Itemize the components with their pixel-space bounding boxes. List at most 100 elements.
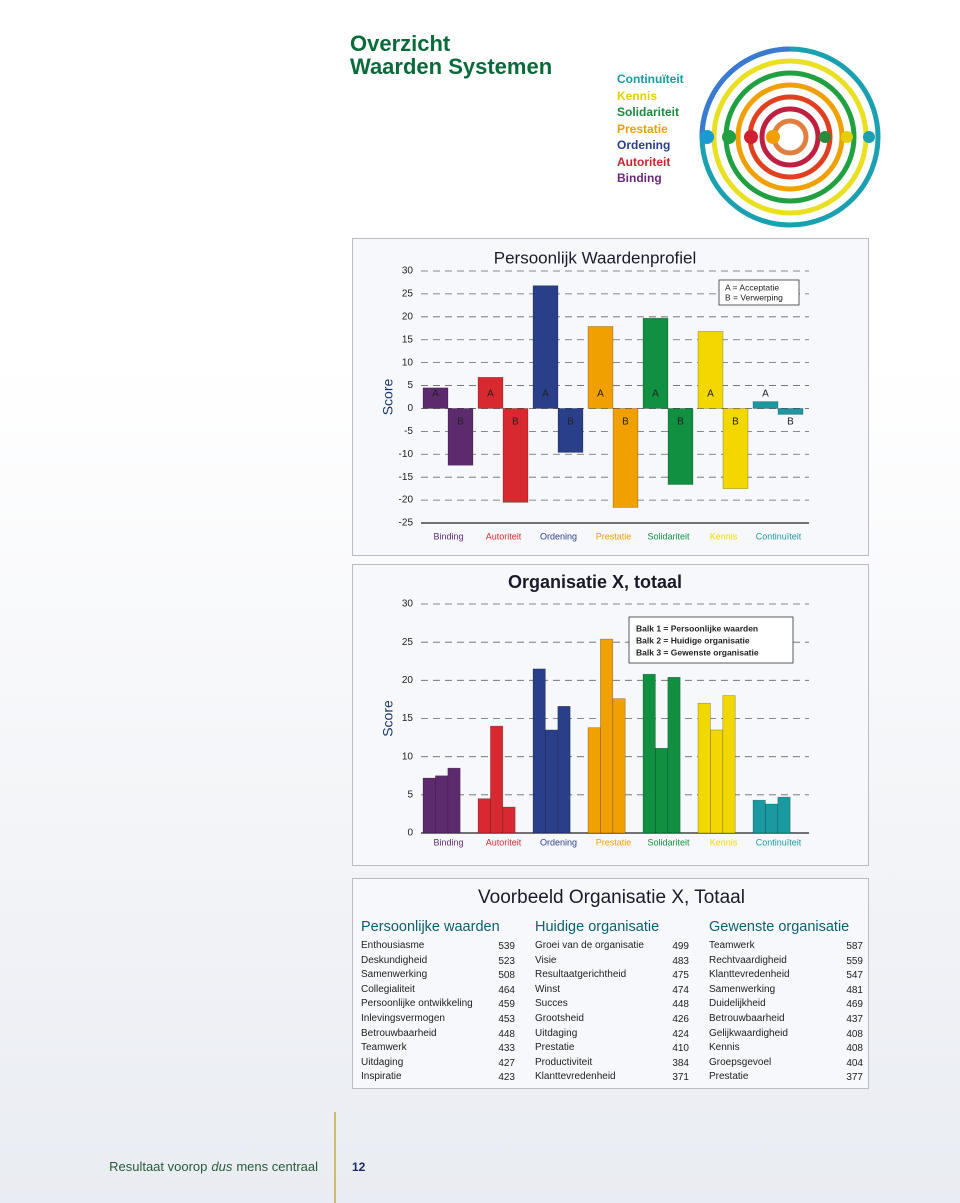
row-value: 469	[846, 999, 863, 1011]
x-tick-label: Continuïteit	[756, 531, 802, 541]
title-line: Waarden Systemen	[350, 54, 553, 79]
y-tick-label: -5	[404, 426, 413, 437]
value-name: Kennis	[617, 88, 658, 103]
table-column: Persoonlijke waarden Enthousiasme 539 Desku…	[361, 919, 521, 1086]
row-value: 377	[846, 1072, 863, 1084]
row-label: Succes	[535, 998, 568, 1010]
bar	[612, 408, 639, 508]
table-row: Gelijkwaardigheid 408	[709, 1028, 869, 1043]
bar	[655, 747, 669, 834]
row-value: 523	[498, 955, 515, 967]
bar	[642, 317, 669, 409]
row-label: Kennis	[709, 1042, 740, 1054]
bar	[642, 673, 656, 834]
table-row: Groepsgevoel 404	[709, 1057, 869, 1072]
row-label: Collegialiteit	[361, 983, 415, 995]
bar	[545, 729, 559, 834]
bar-letter: A	[762, 389, 769, 400]
row-value: 408	[846, 1043, 863, 1055]
bar	[490, 725, 504, 834]
bar-letter: A	[597, 389, 604, 400]
row-label: Productiviteit	[535, 1056, 593, 1068]
row-value: 427	[498, 1057, 515, 1069]
legend-entry: B = Verwerping	[725, 292, 783, 302]
bar	[765, 803, 779, 834]
row-label: Uitdaging	[361, 1056, 404, 1068]
x-tick-label: Autoriteit	[486, 531, 522, 541]
bar-letter: A	[652, 389, 659, 400]
legend-box	[718, 279, 800, 306]
bar-letter: A	[707, 389, 714, 400]
row-value: 448	[498, 1028, 515, 1040]
bar	[722, 408, 749, 489]
row-label: Deskundigheid	[361, 954, 428, 966]
row-value: 559	[846, 955, 863, 967]
bar	[502, 408, 529, 503]
y-tick-label: 25	[402, 289, 414, 300]
table-row: Winst 474	[535, 984, 695, 999]
row-value: 474	[672, 984, 689, 996]
table-row: Inspiratie 423	[361, 1071, 521, 1086]
row-label: Prestatie	[709, 1071, 749, 1083]
table-row: Prestatie 410	[535, 1042, 695, 1057]
x-tick-label: Kennis	[710, 837, 738, 847]
row-label: Klanttevredenheid	[535, 1071, 616, 1083]
bar	[532, 668, 546, 834]
table-row: Prestatie 377	[709, 1071, 869, 1086]
table-row: Betrouwbaarheid 437	[709, 1013, 869, 1028]
row-label: Inspiratie	[361, 1071, 402, 1083]
row-value: 459	[498, 999, 515, 1011]
table-row: Duidelijkheid 469	[709, 998, 869, 1013]
table-column: Huidige organisatie Groei van de organisa…	[535, 919, 695, 1086]
row-label: Prestatie	[535, 1042, 575, 1054]
x-tick-label: Prestatie	[596, 531, 632, 541]
x-tick-label: Continuïteit	[756, 837, 802, 847]
row-value: 587	[846, 941, 863, 952]
table-row: Samenwerking 508	[361, 969, 521, 984]
table-row: Rechtvaardigheid 559	[709, 955, 869, 970]
row-label: Grootsheid	[535, 1012, 584, 1024]
x-tick-label: Autoriteit	[486, 837, 522, 847]
bar	[447, 408, 474, 466]
x-tick-label: Kennis	[710, 531, 738, 541]
chart-title: Persoonlijk Waardenprofiel	[494, 248, 697, 267]
row-label: Betrouwbaarheid	[361, 1027, 437, 1039]
row-value: 464	[498, 984, 515, 996]
bar	[752, 799, 766, 834]
bar	[502, 806, 516, 834]
page-number: 12	[352, 1160, 366, 1174]
bar	[587, 727, 601, 834]
x-tick-label: Binding	[433, 837, 463, 847]
y-tick-label: 15	[402, 713, 414, 724]
y-axis-label: Score	[380, 379, 396, 416]
row-label: Persoonlijke ontwikkeling	[361, 998, 473, 1010]
table-row: Grootsheid 426	[535, 1013, 695, 1028]
y-tick-label: -10	[399, 449, 414, 460]
table-row: Klanttevredenheid 371	[535, 1071, 695, 1086]
column-heading: Huidige organisatie	[535, 919, 660, 935]
row-label: Winst	[535, 983, 560, 995]
divider	[334, 1112, 336, 1203]
table-row: Groei van de organisatie 499	[535, 940, 695, 955]
y-tick-label: 15	[402, 334, 414, 345]
table-row: Teamwerk 433	[361, 1042, 521, 1057]
value-list: Continuïteit Kennis Solidariteit Prestatie O…	[617, 71, 684, 187]
row-value: 539	[498, 941, 515, 952]
footer-part: dus	[211, 1159, 233, 1174]
bar-letter: B	[457, 417, 464, 428]
row-value: 433	[498, 1043, 515, 1055]
spiral-logo	[699, 46, 881, 228]
x-tick-label: Prestatie	[596, 837, 632, 847]
x-tick-label: Ordening	[540, 531, 577, 541]
bar	[587, 326, 614, 409]
y-tick-label: 30	[402, 599, 414, 610]
y-tick-label: 5	[407, 789, 413, 800]
chart: Organisatie X, totaal Score 0 5 10 15 20 25 30 Bi…	[352, 564, 869, 866]
value-name: Binding	[617, 171, 662, 185]
bar	[667, 408, 694, 485]
table-row: Persoonlijke ontwikkeling 459	[361, 998, 521, 1013]
bar	[667, 676, 681, 834]
bar	[557, 705, 571, 834]
row-value: 481	[846, 984, 863, 996]
row-value: 384	[672, 1057, 689, 1069]
